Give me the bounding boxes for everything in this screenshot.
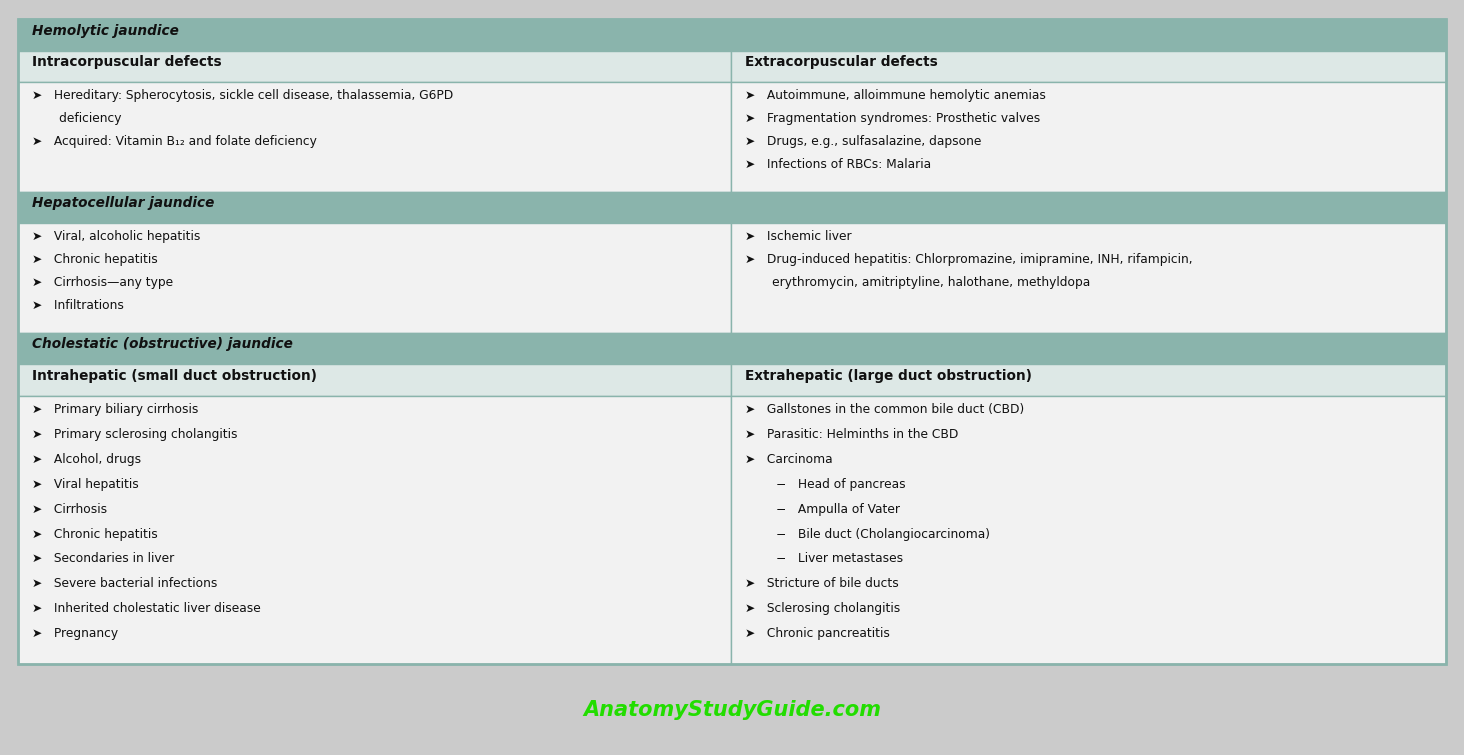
Bar (731, 365, 1446, 396)
Text: ➤   Drug-induced hepatitis: Chlorpromazine, imipramine, INH, rifampicin,: ➤ Drug-induced hepatitis: Chlorpromazine… (745, 253, 1193, 266)
Text: ➤   Drugs, e.g., sulfasalazine, dapsone: ➤ Drugs, e.g., sulfasalazine, dapsone (745, 134, 981, 148)
Bar (18, 19, 1446, 51)
Text: ➤   Infections of RBCs: Malaria: ➤ Infections of RBCs: Malaria (745, 158, 931, 171)
Text: ➤   Chronic hepatitis: ➤ Chronic hepatitis (32, 528, 158, 541)
Text: Extracorpuscular defects: Extracorpuscular defects (745, 55, 938, 69)
Text: −   Head of pancreas: − Head of pancreas (745, 478, 906, 491)
Text: Cholestatic (obstructive) jaundice: Cholestatic (obstructive) jaundice (32, 337, 293, 352)
Text: erythromycin, amitriptyline, halothane, methyldopa: erythromycin, amitriptyline, halothane, … (745, 276, 1091, 288)
Text: ➤   Hereditary: Spherocytosis, sickle cell disease, thalassemia, G6PD: ➤ Hereditary: Spherocytosis, sickle cell… (32, 89, 454, 102)
Text: ➤   Carcinoma: ➤ Carcinoma (745, 453, 833, 466)
Text: ➤   Secondaries in liver: ➤ Secondaries in liver (32, 553, 174, 565)
Text: ➤   Primary biliary cirrhosis: ➤ Primary biliary cirrhosis (32, 403, 199, 416)
Text: ➤   Cirrhosis—any type: ➤ Cirrhosis—any type (32, 276, 173, 288)
Text: ➤   Viral hepatitis: ➤ Viral hepatitis (32, 478, 139, 491)
Bar (731, 223, 1446, 333)
Text: ➤   Cirrhosis: ➤ Cirrhosis (32, 503, 107, 516)
Text: ➤   Chronic hepatitis: ➤ Chronic hepatitis (32, 253, 158, 266)
Text: ➤   Fragmentation syndromes: Prosthetic valves: ➤ Fragmentation syndromes: Prosthetic va… (745, 112, 1041, 125)
Text: ➤   Inherited cholestatic liver disease: ➤ Inherited cholestatic liver disease (32, 602, 261, 615)
Text: ➤   Autoimmune, alloimmune hemolytic anemias: ➤ Autoimmune, alloimmune hemolytic anemi… (745, 89, 1047, 102)
Bar (731, 82, 1446, 192)
Bar (18, 333, 1446, 365)
Bar (18, 192, 1446, 223)
Text: ➤   Ischemic liver: ➤ Ischemic liver (745, 230, 852, 243)
Bar (731, 51, 1446, 82)
Text: ➤   Alcohol, drugs: ➤ Alcohol, drugs (32, 453, 142, 466)
Text: Hepatocellular jaundice: Hepatocellular jaundice (32, 196, 215, 211)
Text: AnatomyStudyGuide.com: AnatomyStudyGuide.com (583, 700, 881, 720)
Text: ➤   Acquired: Vitamin B₁₂ and folate deficiency: ➤ Acquired: Vitamin B₁₂ and folate defic… (32, 134, 318, 148)
Text: ➤   Viral, alcoholic hepatitis: ➤ Viral, alcoholic hepatitis (32, 230, 201, 243)
Bar (18, 365, 731, 396)
Text: ➤   Parasitic: Helminths in the CBD: ➤ Parasitic: Helminths in the CBD (745, 428, 959, 441)
Bar (18, 51, 731, 82)
Text: Extrahepatic (large duct obstruction): Extrahepatic (large duct obstruction) (745, 369, 1032, 384)
Text: −   Liver metastases: − Liver metastases (745, 553, 903, 565)
Text: ➤   Infiltrations: ➤ Infiltrations (32, 298, 124, 312)
Bar (18, 19, 1446, 664)
Text: Intracorpuscular defects: Intracorpuscular defects (32, 55, 223, 69)
Bar (18, 223, 731, 333)
Text: deficiency: deficiency (32, 112, 122, 125)
Bar (731, 396, 1446, 664)
Text: ➤   Sclerosing cholangitis: ➤ Sclerosing cholangitis (745, 602, 900, 615)
Text: ➤   Pregnancy: ➤ Pregnancy (32, 627, 119, 640)
Bar (18, 82, 731, 192)
Bar (18, 396, 731, 664)
Text: Intrahepatic (small duct obstruction): Intrahepatic (small duct obstruction) (32, 369, 318, 384)
Text: ➤   Primary sclerosing cholangitis: ➤ Primary sclerosing cholangitis (32, 428, 237, 441)
Text: ➤   Chronic pancreatitis: ➤ Chronic pancreatitis (745, 627, 890, 640)
Text: ➤   Stricture of bile ducts: ➤ Stricture of bile ducts (745, 578, 899, 590)
Text: ➤   Gallstones in the common bile duct (CBD): ➤ Gallstones in the common bile duct (CB… (745, 403, 1025, 416)
Text: ➤   Severe bacterial infections: ➤ Severe bacterial infections (32, 578, 218, 590)
Text: Hemolytic jaundice: Hemolytic jaundice (32, 23, 179, 38)
Text: −   Ampulla of Vater: − Ampulla of Vater (745, 503, 900, 516)
Text: −   Bile duct (Cholangiocarcinoma): − Bile duct (Cholangiocarcinoma) (745, 528, 990, 541)
